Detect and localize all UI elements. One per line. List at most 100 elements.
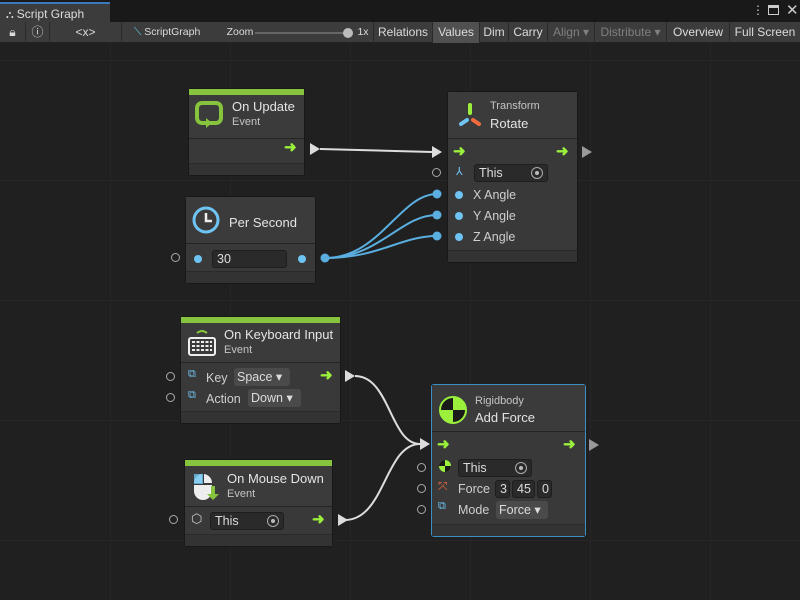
input-port[interactable] bbox=[171, 253, 180, 262]
flow-edge-keyboard-force bbox=[354, 375, 421, 445]
node-title: On Update bbox=[232, 99, 295, 114]
overview-button[interactable]: Overview bbox=[666, 22, 729, 43]
toolbar: 🔒︎ ⓘ <x> ⟍ ScriptGraph Zoom 1x Relations… bbox=[0, 22, 800, 43]
node-title: On Mouse Down bbox=[227, 471, 324, 486]
node-title: Rotate bbox=[490, 116, 529, 131]
carry-button[interactable]: Carry bbox=[508, 22, 547, 43]
target-input-port[interactable] bbox=[417, 463, 426, 472]
flow-output-arrow-icon[interactable]: ➜ bbox=[563, 436, 576, 453]
flow-output-port[interactable] bbox=[345, 370, 355, 382]
object-picker-icon[interactable] bbox=[515, 462, 527, 474]
action-input-port[interactable] bbox=[166, 393, 175, 402]
force-y-input[interactable]: 45 bbox=[512, 480, 535, 498]
kebab-icon[interactable]: ⋮ bbox=[752, 3, 764, 17]
values-button[interactable]: Values bbox=[432, 22, 479, 43]
node-subtitle: Event bbox=[224, 344, 253, 356]
node-category: Transform bbox=[490, 100, 540, 112]
transform-icon: ⅄ bbox=[456, 166, 463, 178]
node-on-keyboard-input[interactable]: On Keyboard Input Event ⧉ Key Space ▾ ➜ … bbox=[180, 316, 341, 424]
flow-output-port[interactable] bbox=[310, 143, 320, 155]
gameobject-cube-icon: ⬡ bbox=[191, 511, 203, 526]
node-on-update[interactable]: On Update Event ➜ bbox=[188, 88, 305, 176]
enum-icon: ⧉ bbox=[438, 500, 446, 512]
flow-output-arrow-icon[interactable]: ➜ bbox=[312, 511, 325, 528]
node-subtitle: Event bbox=[232, 116, 261, 128]
vector3-icon: ⤧ bbox=[438, 479, 448, 493]
node-on-mouse-down[interactable]: On Mouse Down Event ⬡ This ➜ bbox=[184, 459, 333, 547]
clock-icon bbox=[192, 206, 220, 234]
target-field[interactable]: This bbox=[474, 164, 548, 182]
flow-output-arrow-icon[interactable]: ➜ bbox=[320, 367, 333, 384]
flow-input-port[interactable] bbox=[420, 438, 430, 450]
maximize-icon[interactable] bbox=[768, 5, 779, 15]
value-edge-z bbox=[324, 235, 438, 259]
lock-icon[interactable]: 🔒︎ bbox=[9, 25, 16, 39]
action-label: Action bbox=[206, 392, 241, 406]
relations-button[interactable]: Relations bbox=[373, 22, 432, 43]
node-transform-rotate[interactable]: Transform Rotate ➜ ➜ ⅄ This X Angle Y An… bbox=[447, 91, 578, 263]
tab-bar: ⛬ Script Graph ⋮ ✕ bbox=[0, 0, 800, 22]
node-category: Rigidbody bbox=[475, 395, 524, 407]
node-title: On Keyboard Input bbox=[224, 327, 334, 342]
value-output-port[interactable] bbox=[320, 253, 330, 263]
mode-label: Mode bbox=[458, 503, 490, 517]
align-dropdown[interactable]: Align ▾ bbox=[547, 22, 594, 43]
flow-output-port[interactable] bbox=[582, 146, 592, 158]
action-dropdown[interactable]: Down ▾ bbox=[248, 389, 301, 407]
tab-script-graph[interactable]: ⛬ Script Graph bbox=[0, 2, 110, 22]
info-icon[interactable]: ⓘ bbox=[25, 22, 49, 43]
node-title: Per Second bbox=[229, 215, 297, 230]
graph-name: ScriptGraph bbox=[144, 26, 201, 38]
flow-output-port[interactable] bbox=[338, 514, 348, 526]
close-icon[interactable]: ✕ bbox=[786, 2, 799, 19]
keyboard-icon bbox=[188, 330, 216, 356]
zoom-value: 1x bbox=[357, 26, 369, 38]
graph-icon: ⛬ bbox=[6, 9, 17, 21]
force-z-input[interactable]: 0 bbox=[537, 480, 552, 498]
value-edge-y bbox=[324, 214, 438, 259]
x-angle-label: X Angle bbox=[473, 188, 517, 202]
dim-button[interactable]: Dim bbox=[479, 22, 508, 43]
node-title: Add Force bbox=[475, 410, 535, 425]
flow-input-arrow-icon: ➜ bbox=[437, 436, 450, 453]
object-picker-icon[interactable] bbox=[531, 167, 543, 179]
graph-node-icon: ⟍ bbox=[134, 26, 145, 38]
zoom-slider[interactable] bbox=[255, 28, 353, 38]
mode-input-port[interactable] bbox=[417, 505, 426, 514]
flow-edge-mouse-force bbox=[344, 443, 421, 521]
target-field[interactable]: This bbox=[210, 512, 284, 530]
flow-edge-update-rotate bbox=[319, 148, 433, 153]
flow-output-arrow-icon[interactable]: ➜ bbox=[284, 139, 297, 156]
flow-input-port[interactable] bbox=[432, 146, 442, 158]
mode-dropdown[interactable]: Force ▾ bbox=[496, 501, 548, 519]
node-rigidbody-add-force[interactable]: Rigidbody Add Force ➜ ➜ This ⤧ Force 3 4… bbox=[431, 384, 586, 537]
force-x-input[interactable]: 3 bbox=[495, 480, 510, 498]
flow-output-port[interactable] bbox=[589, 439, 599, 451]
zoom-label: Zoom bbox=[226, 26, 254, 38]
key-input-port[interactable] bbox=[166, 372, 175, 381]
key-dropdown[interactable]: Space ▾ bbox=[234, 368, 290, 386]
object-picker-icon[interactable] bbox=[267, 515, 279, 527]
distribute-dropdown[interactable]: Distribute ▾ bbox=[594, 22, 666, 43]
value-input[interactable]: 30 bbox=[212, 250, 287, 268]
target-input-port[interactable] bbox=[169, 515, 178, 524]
enum-icon: ⧉ bbox=[188, 389, 196, 401]
graph-canvas[interactable] bbox=[0, 43, 800, 600]
variables-button[interactable]: <x> bbox=[49, 22, 121, 43]
transform-axes-icon bbox=[459, 103, 481, 126]
rigidbody-icon bbox=[439, 460, 451, 472]
full-screen-button[interactable]: Full Screen bbox=[729, 22, 800, 43]
tab-title: Script Graph bbox=[16, 7, 85, 21]
z-angle-label: Z Angle bbox=[473, 230, 516, 244]
node-subtitle: Event bbox=[227, 488, 256, 500]
target-field[interactable]: This bbox=[458, 459, 532, 477]
y-angle-label: Y Angle bbox=[473, 209, 516, 223]
enum-icon: ⧉ bbox=[188, 368, 196, 380]
flow-output-arrow-icon[interactable]: ➜ bbox=[556, 143, 569, 160]
force-input-port[interactable] bbox=[417, 484, 426, 493]
node-per-second[interactable]: Per Second 30 bbox=[185, 196, 316, 284]
target-input-port[interactable] bbox=[432, 168, 441, 177]
zoom-slider-thumb[interactable] bbox=[343, 28, 353, 38]
graph-breadcrumb[interactable]: ⟍ ScriptGraph bbox=[121, 22, 211, 43]
